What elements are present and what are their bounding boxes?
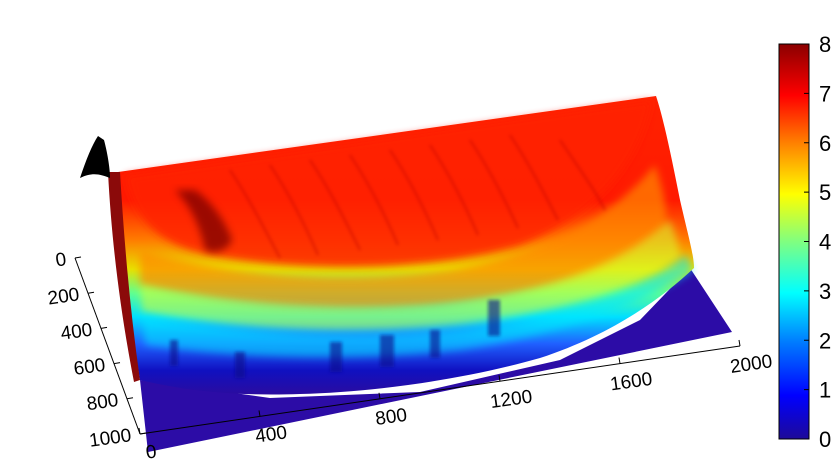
colorbar-tick-label: 0: [819, 427, 831, 452]
surface-dark-streaks: [170, 300, 500, 378]
colorbar-tick-label: 7: [819, 81, 831, 106]
y-tick-label: 1000: [88, 425, 133, 452]
surface-left-wall: [108, 172, 140, 382]
x-tick-label: 0: [145, 441, 158, 463]
x-tick-mark: [258, 410, 261, 417]
surface-cyan-band: [142, 255, 692, 358]
x-tick-label: 1200: [489, 386, 534, 413]
colorbar-tick-label: 1: [819, 378, 831, 403]
y-tick-mark: [126, 397, 134, 400]
y-tick-label: 600: [72, 355, 106, 380]
y-tick-mark: [113, 362, 121, 365]
x-tick-label: 1600: [609, 369, 654, 396]
y-axis-line: [74, 257, 141, 435]
surface-corner-tip: [80, 136, 110, 178]
x-tick-mark: [738, 339, 741, 347]
x-tick-mark: [498, 375, 501, 382]
colorbar-tick-label: 8: [819, 32, 831, 57]
surface-yellow-band: [140, 220, 680, 330]
x-tick-label: 800: [374, 405, 408, 430]
x-tick-label: 400: [254, 422, 288, 447]
y-tick-label: 200: [46, 284, 80, 309]
surface-trough: [175, 190, 232, 252]
colorbar-tick-label: 6: [819, 131, 831, 156]
y-tick-label: 800: [85, 390, 119, 415]
x-tick-mark: [378, 392, 381, 399]
y-tick-mark: [74, 256, 82, 259]
x-tick-mark: [618, 357, 621, 364]
y-axis: 0 200 400 600 800 1000: [46, 249, 147, 452]
surface-ridges: [229, 134, 606, 259]
colorbar-tick-label: 5: [819, 180, 831, 205]
y-tick-mark: [87, 291, 95, 294]
surface-top-band: [125, 100, 652, 267]
x-tick-mark: [138, 427, 141, 435]
x-tick-label: 2000: [729, 351, 774, 378]
y-tick-label: 400: [59, 320, 93, 345]
colorbar-tick-label: 4: [819, 230, 831, 255]
colorbar-tick-label: 3: [819, 279, 831, 304]
y-tick-mark: [100, 326, 108, 329]
colorbar-tick-label: 2: [819, 328, 831, 353]
surface-orange-band: [140, 165, 667, 309]
colorbar: 0 1 2 3 4 5 6 7 8: [778, 32, 831, 452]
y-tick-label: 0: [54, 249, 67, 271]
surface-body: [80, 96, 732, 452]
surface-floor: [140, 268, 732, 452]
x-axis-line: [139, 345, 741, 435]
